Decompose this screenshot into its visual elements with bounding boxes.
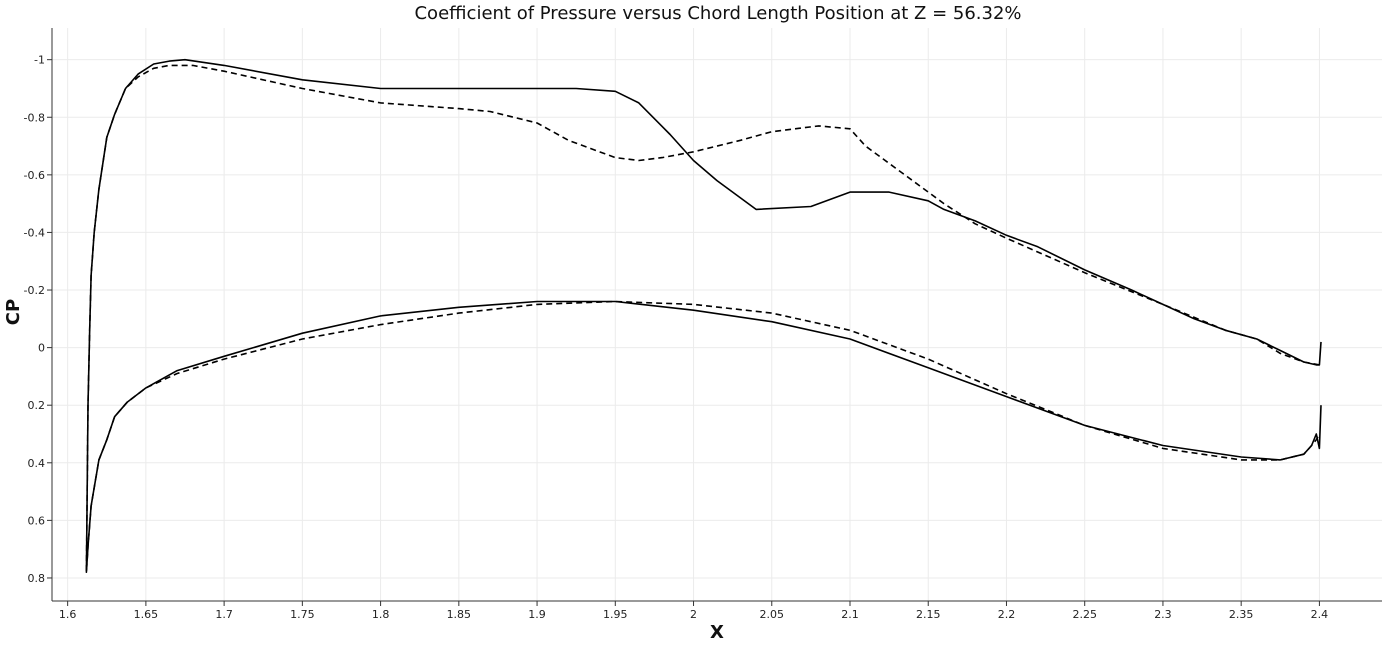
y-tick-label: 0.6 [28, 514, 46, 527]
x-axis-label: X [710, 622, 724, 643]
x-tick-label: 1.8 [372, 608, 390, 621]
x-tick-label: 2 [690, 608, 697, 621]
axes-layer [51, 28, 1382, 602]
y-tick-label: -0.4 [24, 226, 45, 239]
series-layer [85, 58, 1322, 574]
x-tick-label: 1.75 [290, 608, 315, 621]
y-tick-label: -0.8 [24, 111, 45, 124]
x-tick-label: 2.35 [1229, 608, 1254, 621]
y-tick-label: 0.8 [28, 572, 46, 585]
x-tick-label: 1.95 [603, 608, 628, 621]
x-tick-label: 2.25 [1072, 608, 1097, 621]
x-tick-label: 1.6 [59, 608, 77, 621]
y-tick-label: 0.2 [28, 399, 46, 412]
x-tick-label: 2.05 [760, 608, 785, 621]
x-tick-label: 2.3 [1154, 608, 1172, 621]
x-tick-label: 1.7 [215, 608, 233, 621]
chart-title: Coefficient of Pressure versus Chord Len… [414, 3, 1021, 24]
ticks-layer: 1.6 1.65 1.7 1.75 1.8 1.85 1.9 1.95 2 2.05 2.1 2.15… [24, 54, 1329, 621]
series-line-solid [85, 58, 1322, 574]
x-tick-label: 1.65 [134, 608, 159, 621]
x-tick-label: 2.2 [998, 608, 1016, 621]
y-axis-label: CP [3, 299, 24, 325]
y-tick-label: 0.4 [28, 457, 46, 470]
y-tick-label: 0 [38, 342, 45, 355]
grid-layer [52, 28, 1382, 601]
y-tick-label: -0.2 [24, 284, 45, 297]
y-tick-label: -0.6 [24, 169, 45, 182]
x-tick-label: 1.85 [447, 608, 472, 621]
series-line-dashed [85, 64, 1321, 574]
x-tick-label: 2.15 [916, 608, 941, 621]
x-tick-label: 1.9 [528, 608, 546, 621]
x-tick-label: 2.4 [1311, 608, 1329, 621]
x-tick-label: 2.1 [841, 608, 859, 621]
y-tick-label: -1 [34, 54, 45, 67]
